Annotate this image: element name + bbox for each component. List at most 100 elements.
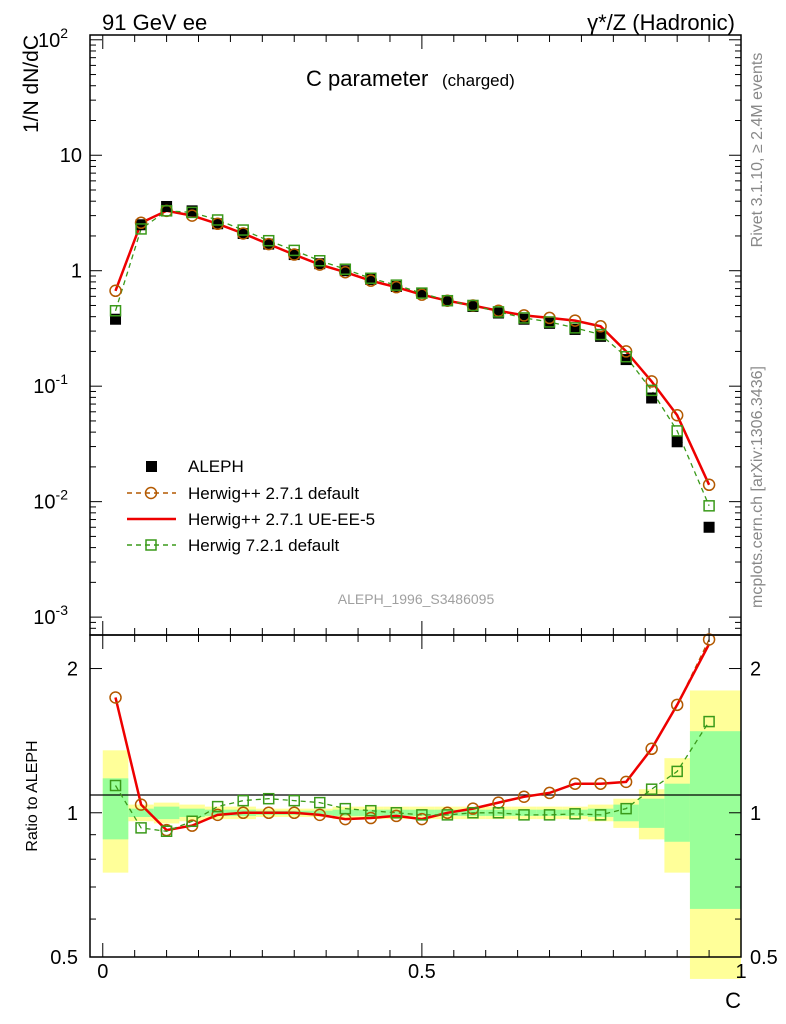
ratio-point-herwig-7-2-1-default	[262, 792, 275, 805]
ratio-point-herwig-2-7-1-default	[262, 806, 275, 820]
main-series-markers	[109, 200, 716, 533]
main-point-herwig-7-2-1-default	[109, 305, 122, 317]
ratio-uncertainty-bands	[102, 690, 741, 979]
main-point-herwig-7-2-1-default	[237, 224, 249, 236]
ratio-band-green	[587, 808, 614, 817]
ratio-band-green	[664, 783, 690, 842]
ratio-point-herwig-7-2-1-default	[160, 825, 173, 838]
ratio-point-herwig-7-2-1-default	[543, 809, 556, 821]
main-point-aleph	[390, 280, 402, 292]
main-point-aleph	[110, 313, 122, 325]
ratio-frame	[89, 634, 742, 958]
ratio-x-tick-label: 0.5	[408, 961, 436, 983]
ratio-band-green	[383, 809, 410, 816]
ratio-point-herwig-7-2-1-default	[237, 794, 249, 807]
ratio-point-herwig-7-2-1-default	[135, 822, 147, 834]
main-line-herwig-2-7-1-ue-ee-5	[114, 209, 711, 486]
ratio-point-herwig-2-7-1-default	[236, 806, 250, 820]
legend-label-herwigpp-ueee5: Herwig++ 2.7.1 UE-EE-5	[188, 510, 375, 529]
ratio-point-herwig-7-2-1-default	[569, 808, 581, 820]
ratio-point-herwig-7-2-1-default	[518, 809, 530, 821]
main-point-herwig-7-2-1-default	[314, 254, 326, 267]
main-point-aleph	[212, 218, 224, 230]
main-point-herwig-2-7-1-default	[645, 375, 658, 388]
ratio-point-herwig-2-7-1-default	[517, 790, 531, 804]
main-point-herwig-7-2-1-default	[543, 316, 556, 328]
ratio-point-herwig-7-2-1-default	[703, 715, 715, 728]
main-point-aleph	[671, 436, 683, 448]
main-point-herwig-2-7-1-default	[702, 478, 716, 492]
main-point-herwig-7-2-1-default	[160, 205, 173, 217]
ratio-point-herwig-2-7-1-default	[211, 808, 224, 822]
watermark: ALEPH_1996_S3486095	[338, 591, 495, 607]
ratio-point-herwig-7-2-1-default	[671, 765, 683, 778]
ratio-point-herwig-7-2-1-default	[390, 807, 403, 819]
ratio-point-herwig-2-7-1-default	[568, 777, 582, 790]
ratio-point-herwig-2-7-1-default	[594, 777, 607, 790]
ratio-band-green	[332, 809, 359, 816]
main-point-aleph	[237, 228, 249, 240]
main-y-tick-label: 10-2	[33, 487, 68, 514]
main-point-herwig-2-7-1-default	[568, 314, 582, 327]
ratio-x-tick-label: 0	[97, 961, 108, 983]
legend-marker-herwigpp-default	[144, 486, 158, 500]
main-point-aleph	[135, 219, 147, 231]
main-point-herwig-7-2-1-default	[569, 322, 581, 334]
ratio-panel: 0.5 0.51 12 2 0 0.5 1 Ratio to ALEPH C	[24, 633, 778, 1013]
ratio-band-green	[307, 810, 333, 815]
ratio-point-herwig-7-2-1-default	[288, 794, 300, 807]
main-point-aleph	[263, 238, 275, 250]
ratio-point-herwig-2-7-1-default	[287, 806, 301, 820]
main-point-herwig-7-2-1-default	[186, 206, 198, 219]
ratio-point-herwig-7-2-1-default	[492, 807, 505, 819]
ratio-point-herwig-7-2-1-default	[416, 809, 428, 821]
ratio-ylabel: Ratio to ALEPH	[24, 740, 41, 851]
ratio-line-herwig-2-7-1-ue-ee-5	[114, 643, 711, 832]
main-point-aleph	[703, 521, 715, 533]
ratio-y-tick-label-right: 0.5	[750, 947, 778, 969]
ratio-point-herwig-7-2-1-default	[339, 802, 352, 815]
main-point-herwig-7-2-1-default	[211, 214, 224, 226]
ratio-series-markers	[109, 633, 716, 838]
legend-label-aleph: ALEPH	[188, 457, 244, 476]
main-point-aleph	[492, 307, 504, 319]
ratio-point-herwig-7-2-1-default	[186, 815, 198, 828]
ratio-band-green	[409, 809, 435, 816]
ratio-y-axis: 0.5 0.5 1 1 2 2	[50, 659, 778, 969]
main-point-aleph	[569, 323, 581, 335]
legend-entry-aleph: ALEPH	[146, 457, 244, 476]
ratio-point-herwig-2-7-1-default	[645, 742, 658, 756]
ratio-band-green	[153, 806, 180, 820]
header-right: γ*/Z (Hadronic)	[587, 10, 735, 35]
main-point-herwig-7-2-1-default	[703, 500, 715, 512]
ratio-band-green	[102, 778, 129, 840]
main-point-herwig-7-2-1-default	[135, 223, 147, 235]
ratio-y-tick-label: 2	[67, 659, 78, 681]
main-point-herwig-2-7-1-default	[670, 409, 684, 422]
ratio-band-green	[511, 809, 537, 816]
main-y-tick-label: 102	[38, 25, 68, 52]
main-point-herwig-7-2-1-default	[262, 234, 275, 247]
main-point-aleph	[365, 273, 377, 285]
main-point-herwig-7-2-1-default	[492, 306, 505, 318]
main-point-aleph	[288, 249, 300, 261]
main-ylabel: 1/N dN/dC	[20, 35, 43, 133]
ratio-y-tick-label-right: 1	[750, 803, 761, 825]
main-x-axis	[102, 35, 742, 635]
ratio-point-herwig-2-7-1-default	[109, 691, 122, 704]
ratio-x-axis: 0 0.5 1	[97, 635, 747, 983]
main-y-tick-label: 1	[71, 261, 82, 283]
legend-marker-aleph	[146, 461, 157, 472]
main-point-herwig-2-7-1-default	[109, 284, 122, 298]
legend-marker-herwig7-default	[145, 539, 157, 551]
main-point-herwig-7-2-1-default	[645, 384, 658, 397]
ratio-point-herwig-7-2-1-default	[441, 809, 454, 821]
ratio-band-green	[204, 809, 231, 816]
ratio-band-green	[638, 798, 665, 828]
legend: ALEPH Herwig++ 2.7.1 default Herwig++ 2.…	[127, 457, 375, 555]
rivet-label: Rivet 3.1.10, ≥ 2.4M events	[749, 53, 766, 248]
legend-label-herwig7-default: Herwig 7.2.1 default	[188, 536, 339, 555]
legend-entry-herwigpp-ueee5: Herwig++ 2.7.1 UE-EE-5	[127, 510, 375, 529]
ratio-point-herwig-7-2-1-default	[109, 779, 122, 792]
main-point-aleph	[339, 265, 351, 277]
